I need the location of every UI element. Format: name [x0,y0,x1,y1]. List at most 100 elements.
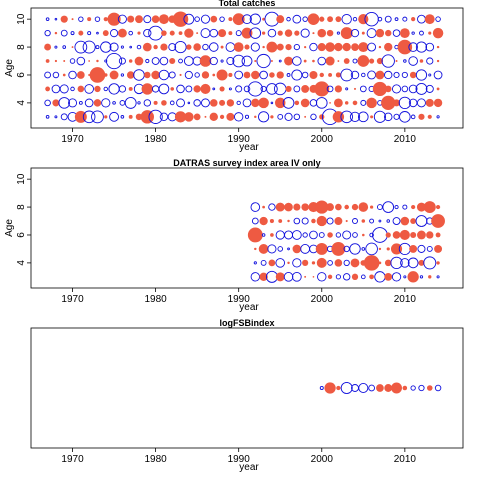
bubble-negative [96,31,99,35]
chart-title-3: logFSBindex [219,318,274,328]
bubble-negative [415,83,428,95]
bubble-negative [159,56,169,66]
bubble-negative [372,227,388,243]
bubble-positive [78,30,84,36]
bubble-negative [361,247,366,251]
bubble-negative [117,14,127,24]
bubble-negative [300,28,310,38]
y-axis-label: Age [4,59,15,77]
bubble-positive [87,17,92,22]
bubble-positive [312,32,315,35]
bubble-positive [266,41,278,53]
bubble-positive [335,16,342,23]
bubble-positive [141,83,154,95]
bubble-negative [407,257,419,269]
bubble-negative [176,84,185,94]
bubble-negative [343,259,350,267]
bubble-positive [386,247,390,251]
bubble-negative [242,14,252,25]
bubble-positive [254,115,257,119]
bubble-negative [369,232,374,238]
x-axis-label: year [239,302,259,313]
bubble-negative [373,110,387,123]
bubble-negative [200,98,210,108]
bubble-positive [315,200,329,214]
bubble-positive [311,218,316,224]
bubble-positive [381,95,396,111]
bubble-positive [292,244,302,254]
bubble-positive [107,12,121,26]
bubble-positive [327,274,333,280]
bubble-negative [286,16,291,22]
bubble-positive [220,45,224,49]
bubble-positive [426,385,433,391]
x-tick-label: 2010 [394,294,417,305]
bubble-negative [394,204,399,210]
bubble-negative [426,57,434,65]
bubble-positive [151,70,160,80]
bubble-positive [251,70,260,80]
bubble-positive [219,99,226,106]
bubble-positive [363,255,380,271]
y-tick-label: 4 [16,260,27,266]
bubble-positive [62,73,66,77]
bubble-negative [317,56,327,66]
bubble-negative [168,71,176,79]
bubble-negative [267,244,277,254]
bubble-positive [276,15,285,24]
bubble-positive [384,85,392,93]
bubble-positive [140,110,154,124]
bubble-positive [417,230,426,240]
bubble-positive [334,217,343,226]
bubble-negative [417,244,426,253]
bubble-negative [45,17,50,21]
bubble-positive [276,71,284,79]
bubble-positive [352,100,358,106]
bubble-positive [366,97,377,109]
bubble-negative [291,230,302,240]
bubble-negative [402,204,408,210]
bubble-positive [325,42,335,52]
bubble-negative [410,114,416,120]
bubble-negative [59,84,69,94]
bubble-negative [349,111,361,122]
bubble-negative [219,16,225,22]
bubble-negative [317,272,327,282]
bubble-negative [158,83,170,95]
bubble-positive [314,81,330,97]
bubble-negative [228,87,232,91]
bubble-negative [426,245,433,252]
bubble-positive [251,98,260,108]
bubble-positive [102,30,109,37]
bubble-positive [435,204,441,210]
bubble-positive [435,232,441,238]
bubble-positive [411,17,416,22]
bubble-negative [91,110,104,124]
bubble-positive [261,31,266,35]
bubble-positive [378,261,382,265]
bubble-negative [268,203,276,211]
bubble-negative [187,101,191,105]
bubble-positive [344,204,349,210]
bubble-negative [176,98,185,108]
bubble-negative [415,215,428,227]
bubble-positive [179,73,182,77]
bubble-positive [196,32,199,35]
bubble-negative [273,82,287,96]
bubble-positive [209,99,218,107]
bubble-negative [78,16,84,22]
x-tick-label: 1990 [228,294,251,305]
bubble-positive [89,67,106,83]
bubble-positive [135,15,143,24]
bubble-negative [232,54,245,68]
bubble-positive [200,83,211,94]
bubble-positive [301,84,310,93]
bubble-positive [326,203,334,211]
bubble-positive [275,272,285,282]
bubble-positive [431,214,445,228]
bubble-positive [327,16,334,23]
bubble-negative [335,274,341,280]
bubble-negative [283,272,294,282]
bubble-negative [183,56,194,66]
bubble-positive [96,59,99,63]
